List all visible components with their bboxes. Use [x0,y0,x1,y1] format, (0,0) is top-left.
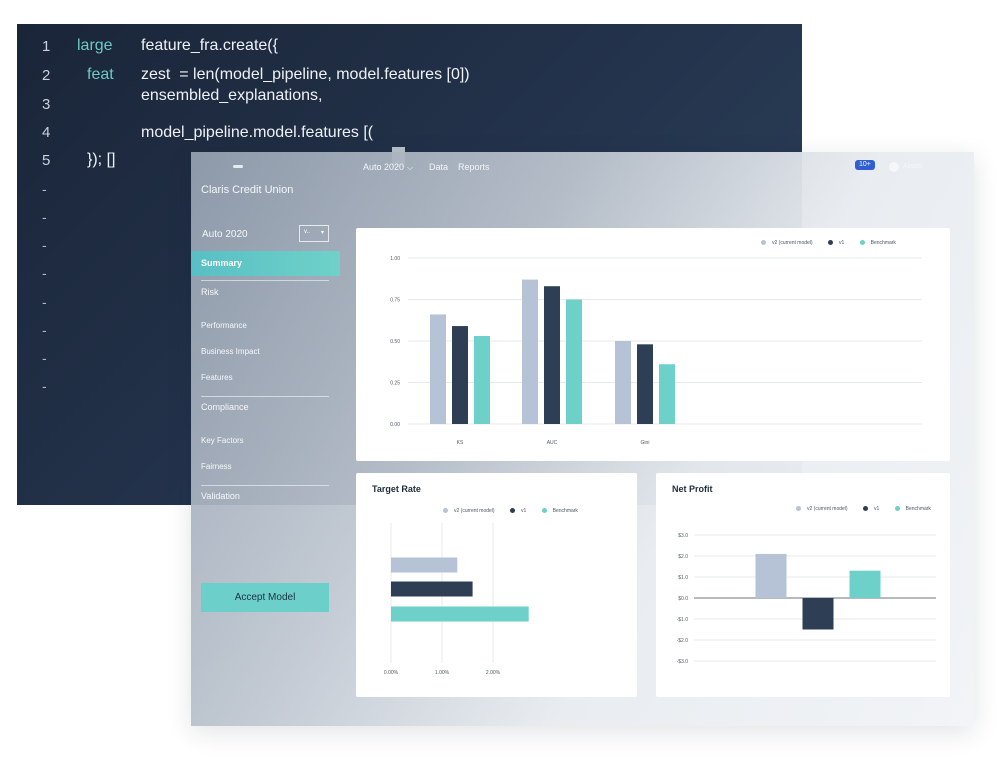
x-tick-label: 2.00% [486,670,501,676]
code-line: ensembled_explanations, [141,87,323,104]
bar [430,314,446,424]
line-number: 3 [42,96,51,113]
line-marker: - [42,378,47,394]
metrics-bar-chart: 1.00 0.75 0.50 0.25 0.00 KS AUC Gini [390,256,922,446]
y-tick-label: 0.75 [390,298,400,304]
app-window: Auto 2020 ⌵ Data Reports 10+ Alison Clari… [191,152,974,726]
line-marker: - [42,294,47,310]
code-line: zest = len(model_pipeline, model.feature… [141,66,470,83]
bar [755,553,787,598]
legend-dot-v1 [509,508,515,513]
legend-dot-v2 [796,506,801,511]
divider [201,396,329,397]
x-tick-label: Gini [641,440,650,446]
code-line: feature_fra.create({ [141,37,278,54]
legend-dot-v1 [827,240,833,245]
y-tick-label: 0.00 [390,422,400,428]
legend-dot-v2 [443,508,448,513]
chart-legend: v2 (current model) v1 Benchmark [796,506,945,512]
bar [474,336,490,424]
y-tick-label: $3.0 [678,533,688,539]
bar [391,557,458,573]
sidebar-item-risk[interactable]: Risk [201,287,219,297]
code-keyword: large [77,37,113,54]
model-name: Auto 2020 [202,229,248,240]
bar [637,344,653,424]
user-name[interactable]: Alison [903,163,923,170]
chevron-down-icon: ⌵ [407,163,414,172]
y-tick-label: $1.0 [678,575,688,581]
caret-down-icon: ▾ [320,230,324,236]
legend-dot-benchmark [859,240,865,245]
line-number: 5 [42,152,51,169]
accept-model-button[interactable]: Accept Model [201,583,329,612]
net-profit-card: Net Profit v2 (current model) v1 Benchma… [656,473,950,697]
card-title: Net Profit [672,484,713,494]
code-line: model_pipeline.model.features [( [141,124,374,141]
version-select[interactable]: v.. ▾ [299,225,329,242]
line-marker: - [42,237,47,253]
line-marker: - [42,350,47,366]
y-tick-label: 0.50 [390,339,400,345]
y-tick-label: -$2.0 [677,638,689,644]
line-number: 1 [42,38,51,55]
line-marker: - [42,265,47,281]
bar [659,364,675,424]
legend-dot-v1 [862,506,868,511]
nav-data[interactable]: Data [429,162,449,172]
x-tick-label: 0.00% [384,670,399,676]
sidebar-item-compliance[interactable]: Compliance [201,402,249,412]
net-profit-chart: $3.0 $2.0 $1.0 $0.0 -$1.0 -$2.0 -$3.0 [677,533,936,665]
target-rate-chart: 0.00% 1.00% 2.00% [384,523,529,676]
y-tick-label: 1.00 [390,256,400,262]
sidebar-item-performance[interactable]: Performance [201,321,247,330]
sidebar-item-validation[interactable]: Validation [201,491,240,501]
bar [452,326,468,424]
y-tick-label: $0.0 [678,596,688,602]
sidebar-item-summary[interactable]: Summary [191,251,340,276]
chart-legend: v2 (current model) v1 Benchmark [761,240,910,246]
code-keyword: feat [87,66,114,83]
divider [201,485,329,486]
nav-reports[interactable]: Reports [458,162,490,172]
x-tick-label: 1.00% [435,670,450,676]
sidebar-item-fairness[interactable]: Fairness [201,462,232,471]
bar [615,341,631,424]
x-tick-label: AUC [547,440,558,446]
divider [201,280,329,281]
line-number: 2 [42,67,51,84]
y-tick-label: $2.0 [678,554,688,560]
y-tick-label: 0.25 [390,381,400,387]
sidebar-item-features[interactable]: Features [201,373,233,382]
avatar[interactable] [889,162,899,172]
line-marker: - [42,209,47,225]
bar [391,581,473,597]
line-number: 4 [42,124,51,141]
line-marker: - [42,322,47,338]
chart-legend: v2 (current model) v1 Benchmark [443,508,592,514]
bar [391,606,529,622]
card-title: Target Rate [372,484,421,494]
bar [544,286,560,424]
y-tick-label: -$1.0 [677,617,689,623]
metrics-chart-card: v2 (current model) v1 Benchmark 1.00 0.75… [356,228,950,461]
bar [522,279,538,424]
y-tick-label: -$3.0 [677,659,689,665]
bar [566,299,582,424]
legend-dot-benchmark [894,506,900,511]
nav-model-menu[interactable]: Auto 2020 ⌵ [363,162,414,172]
legend-dot-v2 [761,240,766,245]
sidebar-item-key-factors[interactable]: Key Factors [201,436,244,445]
legend-dot-benchmark [541,508,547,513]
organization-name: Claris Credit Union [201,184,294,196]
menu-icon[interactable] [233,165,243,168]
code-line: }); [] [87,151,116,168]
bar [849,570,881,598]
x-tick-label: KS [457,440,464,446]
bar [802,598,834,630]
line-marker: - [42,181,47,197]
target-rate-card: Target Rate v2 (current model) v1 Benchm… [356,473,637,697]
notification-badge[interactable]: 10+ [855,160,875,170]
sidebar-item-business-impact[interactable]: Business Impact [201,347,260,356]
